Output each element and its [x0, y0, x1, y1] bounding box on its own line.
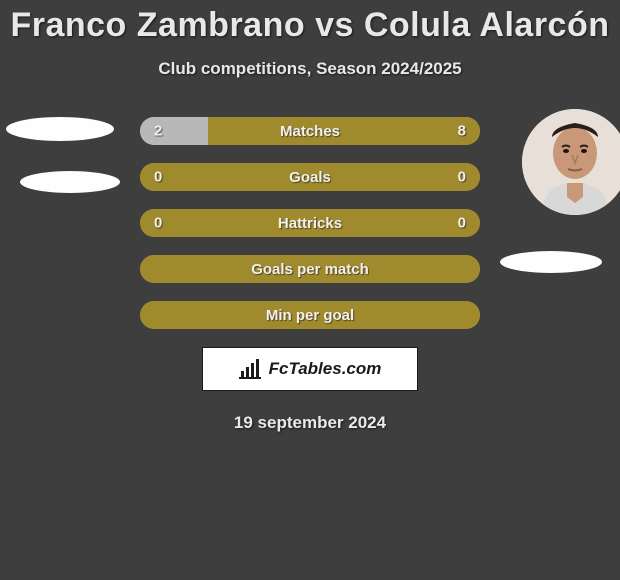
stat-fill-left — [140, 117, 208, 145]
stat-label: Goals — [289, 169, 331, 186]
comparison-content: 2 8 Matches 0 0 Goals 0 0 Hattricks Goals per mat… — [0, 117, 620, 433]
comparison-date: 19 september 2024 — [0, 413, 620, 433]
chart-icon — [239, 359, 263, 379]
source-badge: FcTables.com — [202, 347, 418, 391]
stat-value-right: 8 — [458, 123, 466, 140]
comparison-subtitle: Club competitions, Season 2024/2025 — [0, 59, 620, 79]
player-left-avatar-placeholder — [6, 117, 114, 141]
stat-row: 0 0 Hattricks — [140, 209, 480, 237]
stat-fill-left — [140, 163, 310, 191]
stat-row: Goals per match — [140, 255, 480, 283]
stat-fill-right — [310, 163, 480, 191]
stat-row: 0 0 Goals — [140, 163, 480, 191]
source-badge-text: FcTables.com — [269, 359, 382, 379]
stat-value-right: 0 — [458, 169, 466, 186]
player-right-avatar — [522, 109, 620, 215]
stat-value-left: 0 — [154, 169, 162, 186]
stat-value-right: 0 — [458, 215, 466, 232]
stat-label: Matches — [280, 123, 340, 140]
comparison-title: Franco Zambrano vs Colula Alarcón — [0, 0, 620, 45]
stat-label: Min per goal — [266, 307, 354, 324]
stat-fill-right — [208, 117, 480, 145]
stat-label: Hattricks — [278, 215, 342, 232]
stat-row: Min per goal — [140, 301, 480, 329]
stat-value-left: 2 — [154, 123, 162, 140]
stat-rows: 2 8 Matches 0 0 Goals 0 0 Hattricks Goals per mat… — [140, 117, 480, 329]
player-right-avatar-image — [522, 109, 620, 215]
stat-label: Goals per match — [251, 261, 369, 278]
player-left-name-placeholder — [20, 171, 120, 193]
stat-value-left: 0 — [154, 215, 162, 232]
stat-row: 2 8 Matches — [140, 117, 480, 145]
player-right-name-placeholder — [500, 251, 602, 273]
